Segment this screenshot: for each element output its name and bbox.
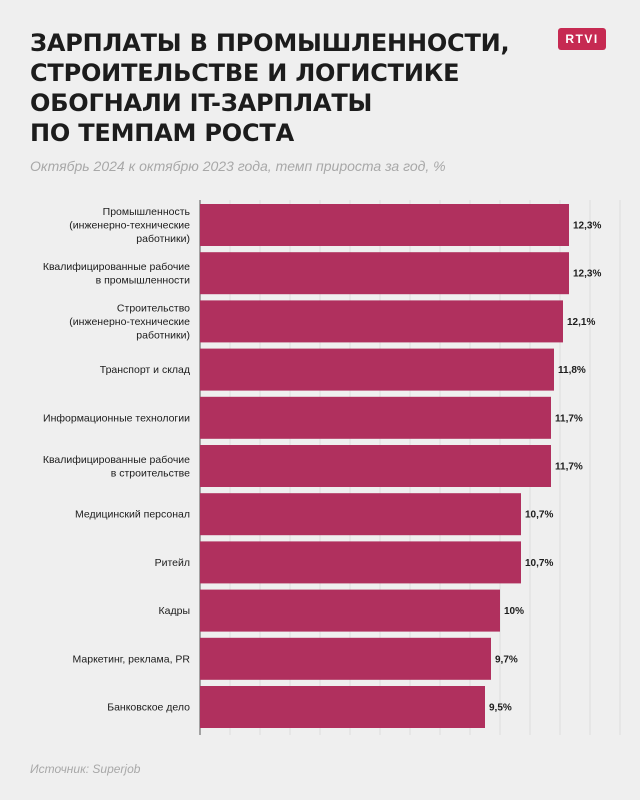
category-label: Транспорт и склад: [100, 364, 190, 376]
category-label: Банковское дело: [107, 702, 190, 714]
category-label-line: Транспорт и склад: [100, 364, 190, 376]
category-label-line: работники): [136, 329, 190, 341]
bar-value-label: 10,7%: [525, 510, 553, 521]
bar: [200, 686, 485, 728]
bar: [200, 445, 551, 487]
bar-value-label: 11,7%: [555, 413, 583, 424]
category-label-line: (инженерно-технические: [69, 220, 190, 232]
source-note: Источник: Superjob: [30, 762, 141, 776]
bar: [200, 637, 491, 680]
category-label: Промышленность (инженерно-технические рабо…: [69, 206, 190, 245]
bar: [200, 541, 521, 584]
bar-value-label: 10%: [504, 606, 524, 617]
category-label-line: Строительство: [117, 302, 190, 314]
bar-value-label: 9,7%: [495, 654, 518, 665]
bar-value-label: 11,7%: [555, 462, 583, 473]
category-label-line: в строительстве: [111, 467, 190, 479]
category-label-line: Промышленность: [103, 206, 191, 218]
bar: [200, 589, 500, 632]
bar: [200, 348, 554, 391]
bar: [200, 300, 563, 343]
category-label: Маркетинг, реклама, PR: [73, 653, 191, 665]
category-label-line: Ритейл: [155, 557, 190, 569]
bar-value-label: 10,7%: [525, 558, 553, 569]
rtvi-logo: RTVI: [558, 28, 606, 50]
category-label-line: в промышленности: [96, 274, 191, 286]
bar-value-label: 12,1%: [567, 317, 595, 328]
chart-title: ЗАРПЛАТЫ В ПРОМЫШЛЕННОСТИ, СТРОИТЕЛЬСТВЕ…: [30, 28, 530, 148]
title-line-1: ЗАРПЛАТЫ В ПРОМЫШЛЕННОСТИ,: [30, 29, 510, 57]
category-label-line: Медицинский персонал: [75, 509, 190, 521]
category-label-line: Банковское дело: [107, 702, 190, 714]
bar-value-label: 12,3%: [573, 269, 601, 280]
chart-subtitle: Октябрь 2024 к октябрю 2023 года, темп п…: [30, 158, 446, 174]
category-label-line: Квалифицированные рабочие: [43, 261, 190, 273]
category-label-line: Квалифицированные рабочие: [43, 454, 190, 466]
bar: [200, 396, 551, 439]
title-line-3: ОБОГНАЛИ IT-ЗАРПЛАТЫ: [30, 89, 373, 117]
category-label: Квалифицированные рабочие в промышленност…: [43, 261, 190, 287]
category-label-line: Маркетинг, реклама, PR: [73, 653, 191, 665]
category-label-line: работники): [136, 233, 190, 245]
bar: [200, 204, 569, 246]
category-label: Информационные технологии: [43, 412, 190, 424]
category-label-line: Информационные технологии: [43, 412, 190, 424]
category-label-line: Кадры: [159, 605, 190, 617]
category-label-line: (инженерно-технические: [69, 316, 190, 328]
category-label: Медицинский персонал: [75, 509, 190, 521]
bar-value-label: 11,8%: [558, 365, 586, 376]
bar: [200, 252, 569, 295]
title-line-4: ПО ТЕМПАМ РОСТА: [30, 119, 294, 147]
category-label: Строительство (инженерно-технические работ…: [69, 302, 190, 341]
bar-value-label: 9,5%: [489, 703, 512, 714]
category-label: Кадры: [159, 605, 190, 617]
category-label: Квалифицированные рабочие в строительстве: [43, 454, 190, 480]
category-label: Ритейл: [155, 557, 190, 569]
bar: [200, 493, 521, 536]
bar-value-label: 12,3%: [573, 221, 601, 232]
title-line-2: СТРОИТЕЛЬСТВЕ И ЛОГИСТИКЕ: [30, 59, 460, 87]
